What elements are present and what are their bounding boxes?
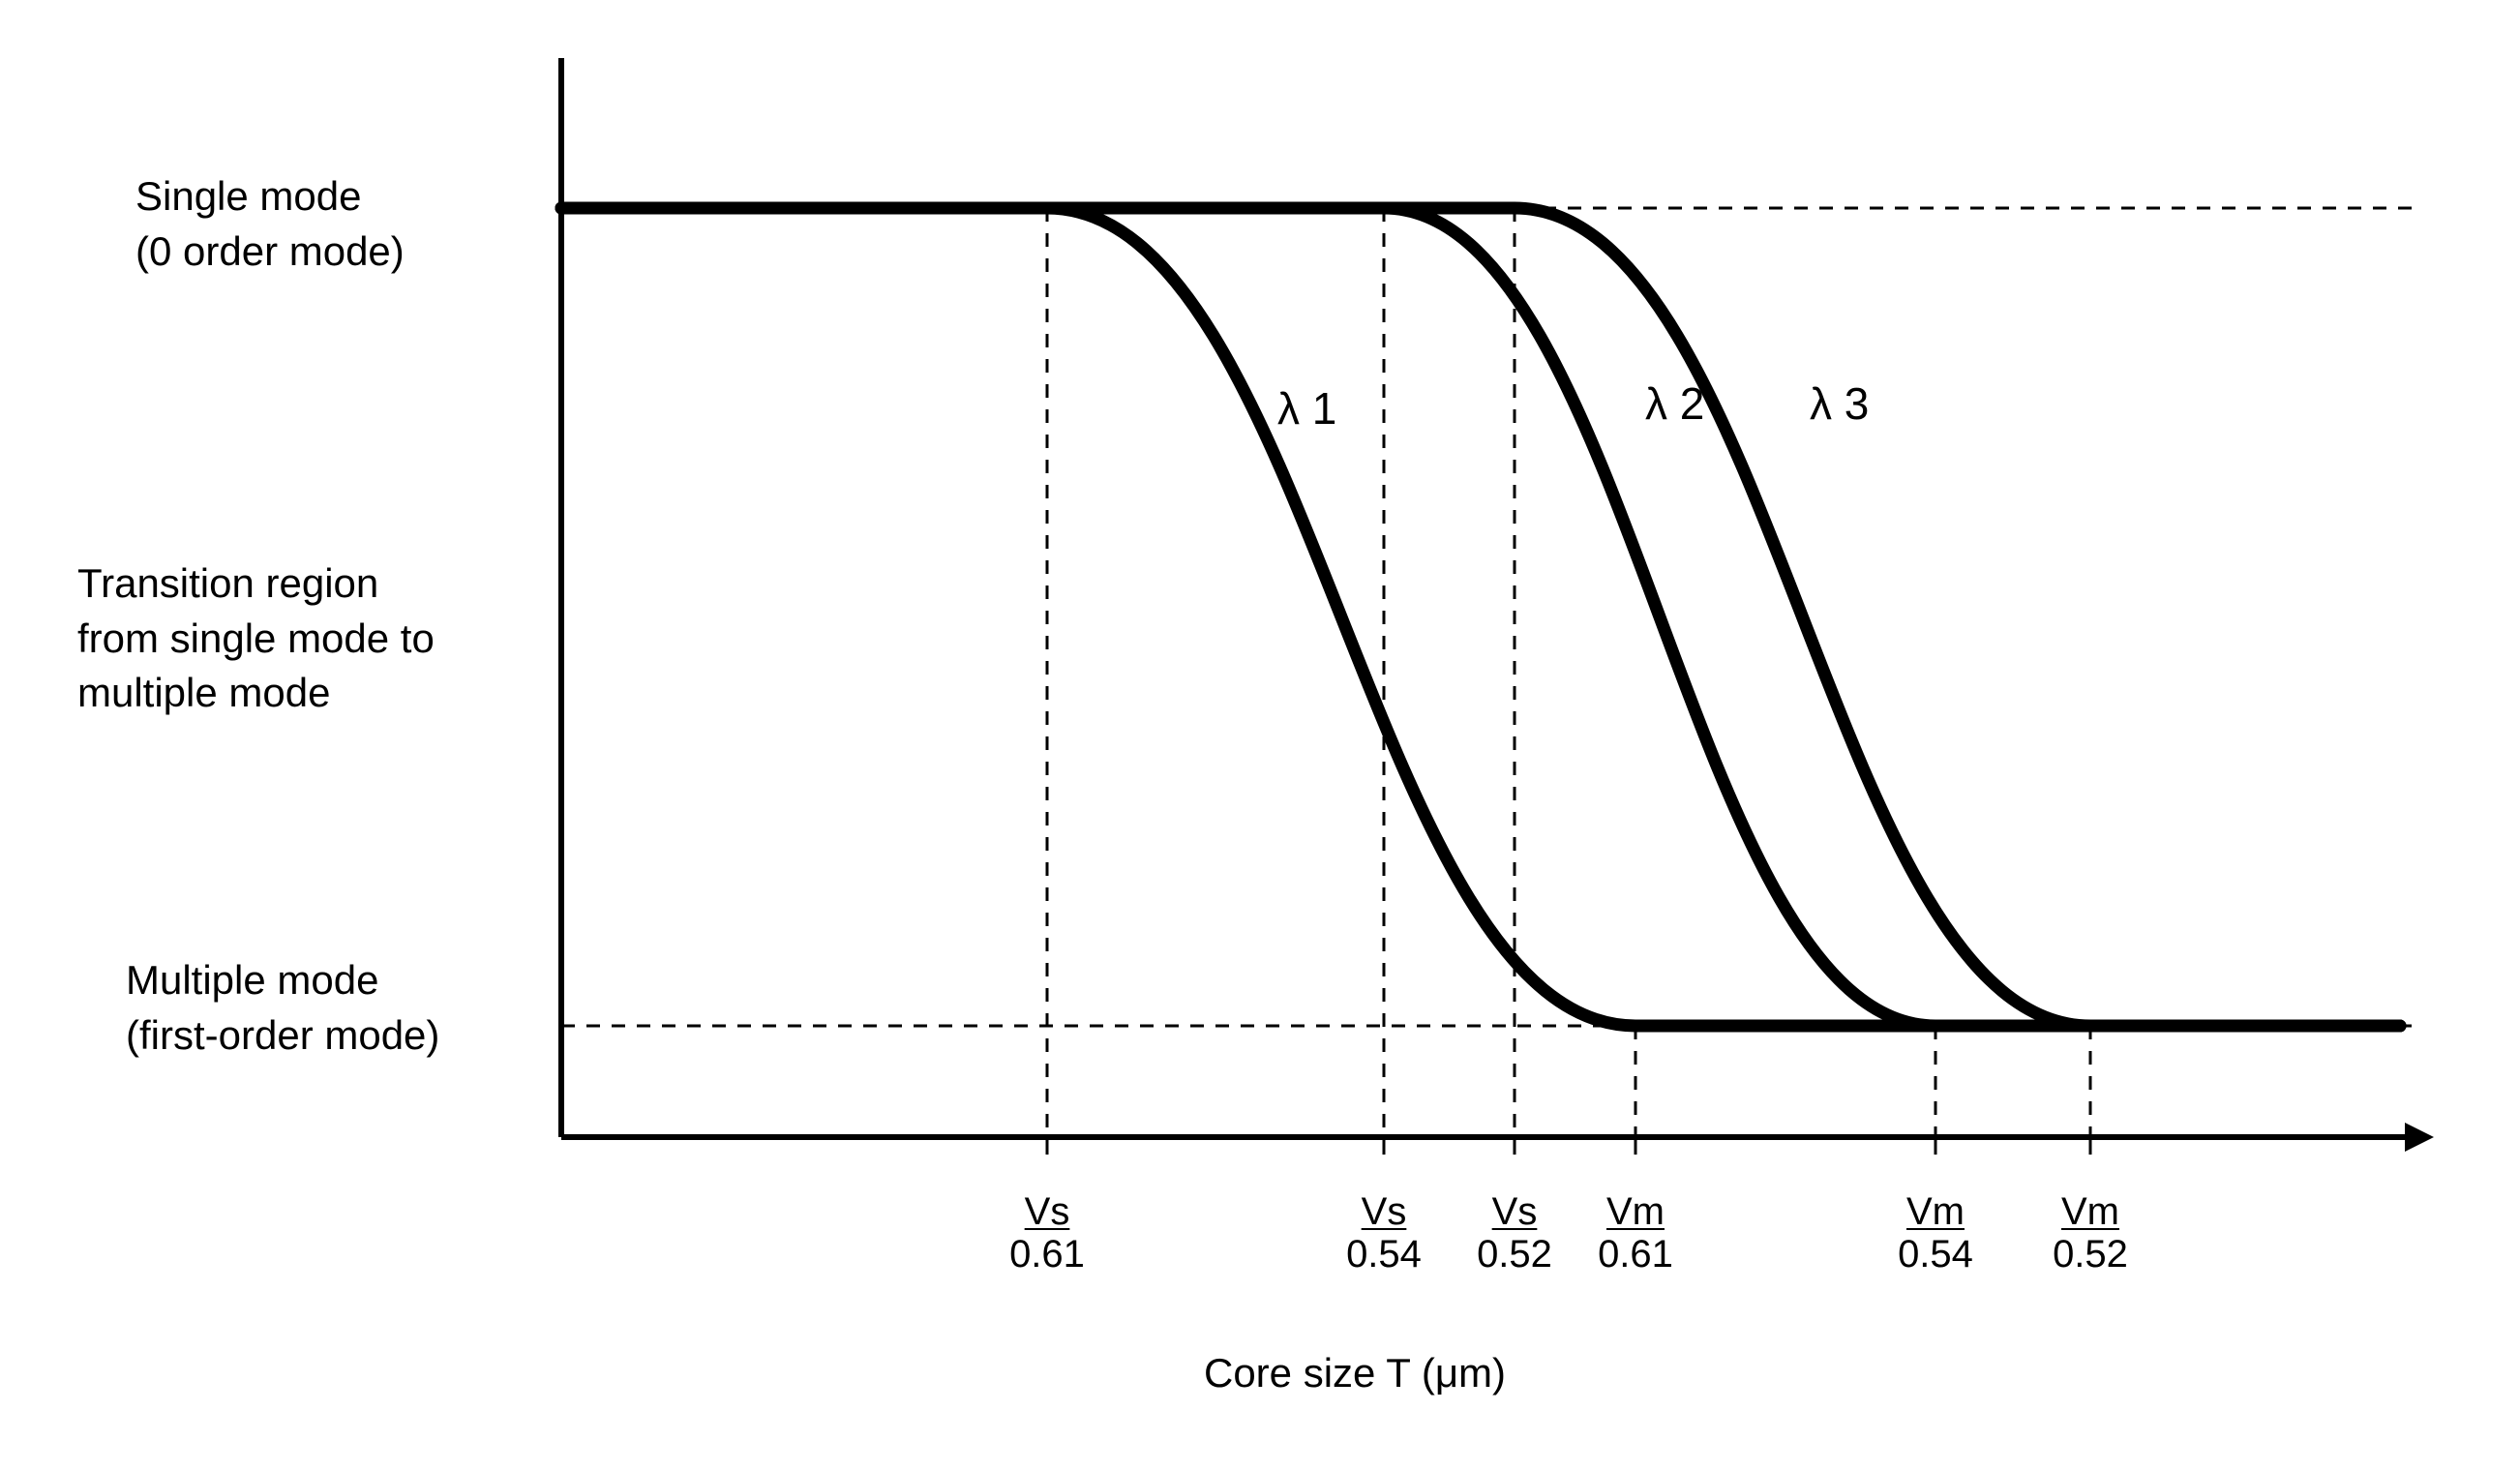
xtick-label: Vm 0.61 xyxy=(1582,1190,1689,1276)
curve-label-lambda2: λ 2 xyxy=(1645,377,1704,430)
xtick-numer: Vs xyxy=(1025,1190,1070,1233)
ylabel-multiple-mode-line2: (first-order mode) xyxy=(126,1012,439,1058)
xtick-label: Vm 0.54 xyxy=(1882,1190,1989,1276)
xtick-numer: Vm xyxy=(1606,1190,1665,1233)
curve-label-lambda1: λ 1 xyxy=(1277,382,1336,435)
xtick-denom: 0.52 xyxy=(2053,1233,2128,1276)
xtick-label: Vs 0.52 xyxy=(1461,1190,1568,1276)
ylabel-multiple-mode: Multiple mode (first-order mode) xyxy=(126,953,439,1063)
ylabel-transition-line1: Transition region xyxy=(77,560,378,606)
xtick-denom: 0.52 xyxy=(1477,1233,1552,1276)
xtick-numer: Vm xyxy=(2061,1190,2119,1233)
ylabel-single-mode-line2: (0 order mode) xyxy=(135,228,405,274)
xlabel: Core size T (μm) xyxy=(1065,1350,1645,1396)
mode-transition-chart: Single mode (0 order mode) Transition re… xyxy=(0,0,2520,1471)
xtick-denom: 0.54 xyxy=(1898,1233,1973,1276)
xtick-numer: Vs xyxy=(1492,1190,1538,1233)
xtick-denom: 0.61 xyxy=(1009,1233,1085,1276)
xtick-denom: 0.54 xyxy=(1346,1233,1422,1276)
ylabel-single-mode: Single mode (0 order mode) xyxy=(135,169,405,279)
xtick-label: Vs 0.54 xyxy=(1331,1190,1437,1276)
ylabel-transition: Transition region from single mode to mu… xyxy=(77,556,435,721)
xtick-denom: 0.61 xyxy=(1598,1233,1673,1276)
curve-label-lambda3: λ 3 xyxy=(1810,377,1869,430)
ylabel-transition-line2: from single mode to xyxy=(77,615,435,661)
ylabel-multiple-mode-line1: Multiple mode xyxy=(126,957,378,1003)
ylabel-single-mode-line1: Single mode xyxy=(135,173,361,219)
ylabel-transition-line3: multiple mode xyxy=(77,670,330,715)
xtick-label: Vs 0.61 xyxy=(994,1190,1100,1276)
xtick-numer: Vm xyxy=(1906,1190,1965,1233)
xtick-label: Vm 0.52 xyxy=(2037,1190,2144,1276)
xtick-numer: Vs xyxy=(1362,1190,1407,1233)
